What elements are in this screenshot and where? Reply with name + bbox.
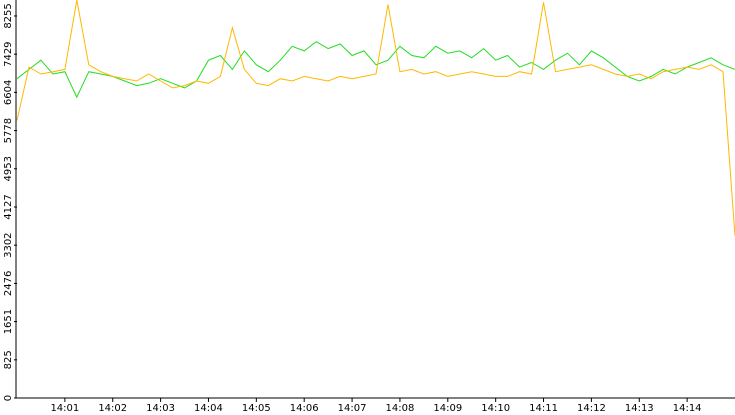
x-tick-label: 14:12 bbox=[577, 403, 606, 414]
x-tick-label: 14:04 bbox=[194, 403, 223, 414]
x-tick-label: 14:11 bbox=[529, 403, 558, 414]
y-tick-label: 3302 bbox=[3, 232, 14, 257]
series-line bbox=[16, 0, 735, 237]
x-tick-label: 14:10 bbox=[481, 403, 510, 414]
y-tick-label: 4127 bbox=[3, 194, 14, 219]
x-tick-label: 14:03 bbox=[146, 403, 175, 414]
y-tick-label: 7429 bbox=[3, 41, 14, 66]
y-tick-label: 5778 bbox=[3, 118, 14, 143]
y-tick-label: 4953 bbox=[3, 156, 14, 181]
x-tick-label: 14:08 bbox=[386, 403, 415, 414]
x-tick-label: 14:07 bbox=[338, 403, 367, 414]
x-tick-label: 14:05 bbox=[242, 403, 271, 414]
x-tick-label: 14:13 bbox=[625, 403, 654, 414]
x-tick-label: 14:09 bbox=[433, 403, 462, 414]
series-line bbox=[16, 41, 735, 99]
y-tick-label: 0 bbox=[3, 395, 14, 401]
y-tick-label: 6604 bbox=[3, 80, 14, 105]
x-tick-label: 14:02 bbox=[98, 403, 127, 414]
y-tick-label: 8255 bbox=[3, 3, 14, 28]
x-tick-label: 14:01 bbox=[50, 403, 79, 414]
y-tick-label: 825 bbox=[3, 350, 14, 369]
y-tick-label: 2476 bbox=[3, 271, 14, 296]
x-tick-label: 14:06 bbox=[290, 403, 319, 414]
x-tick-label: 14:14 bbox=[673, 403, 702, 414]
y-tick-label: 1651 bbox=[3, 309, 14, 334]
